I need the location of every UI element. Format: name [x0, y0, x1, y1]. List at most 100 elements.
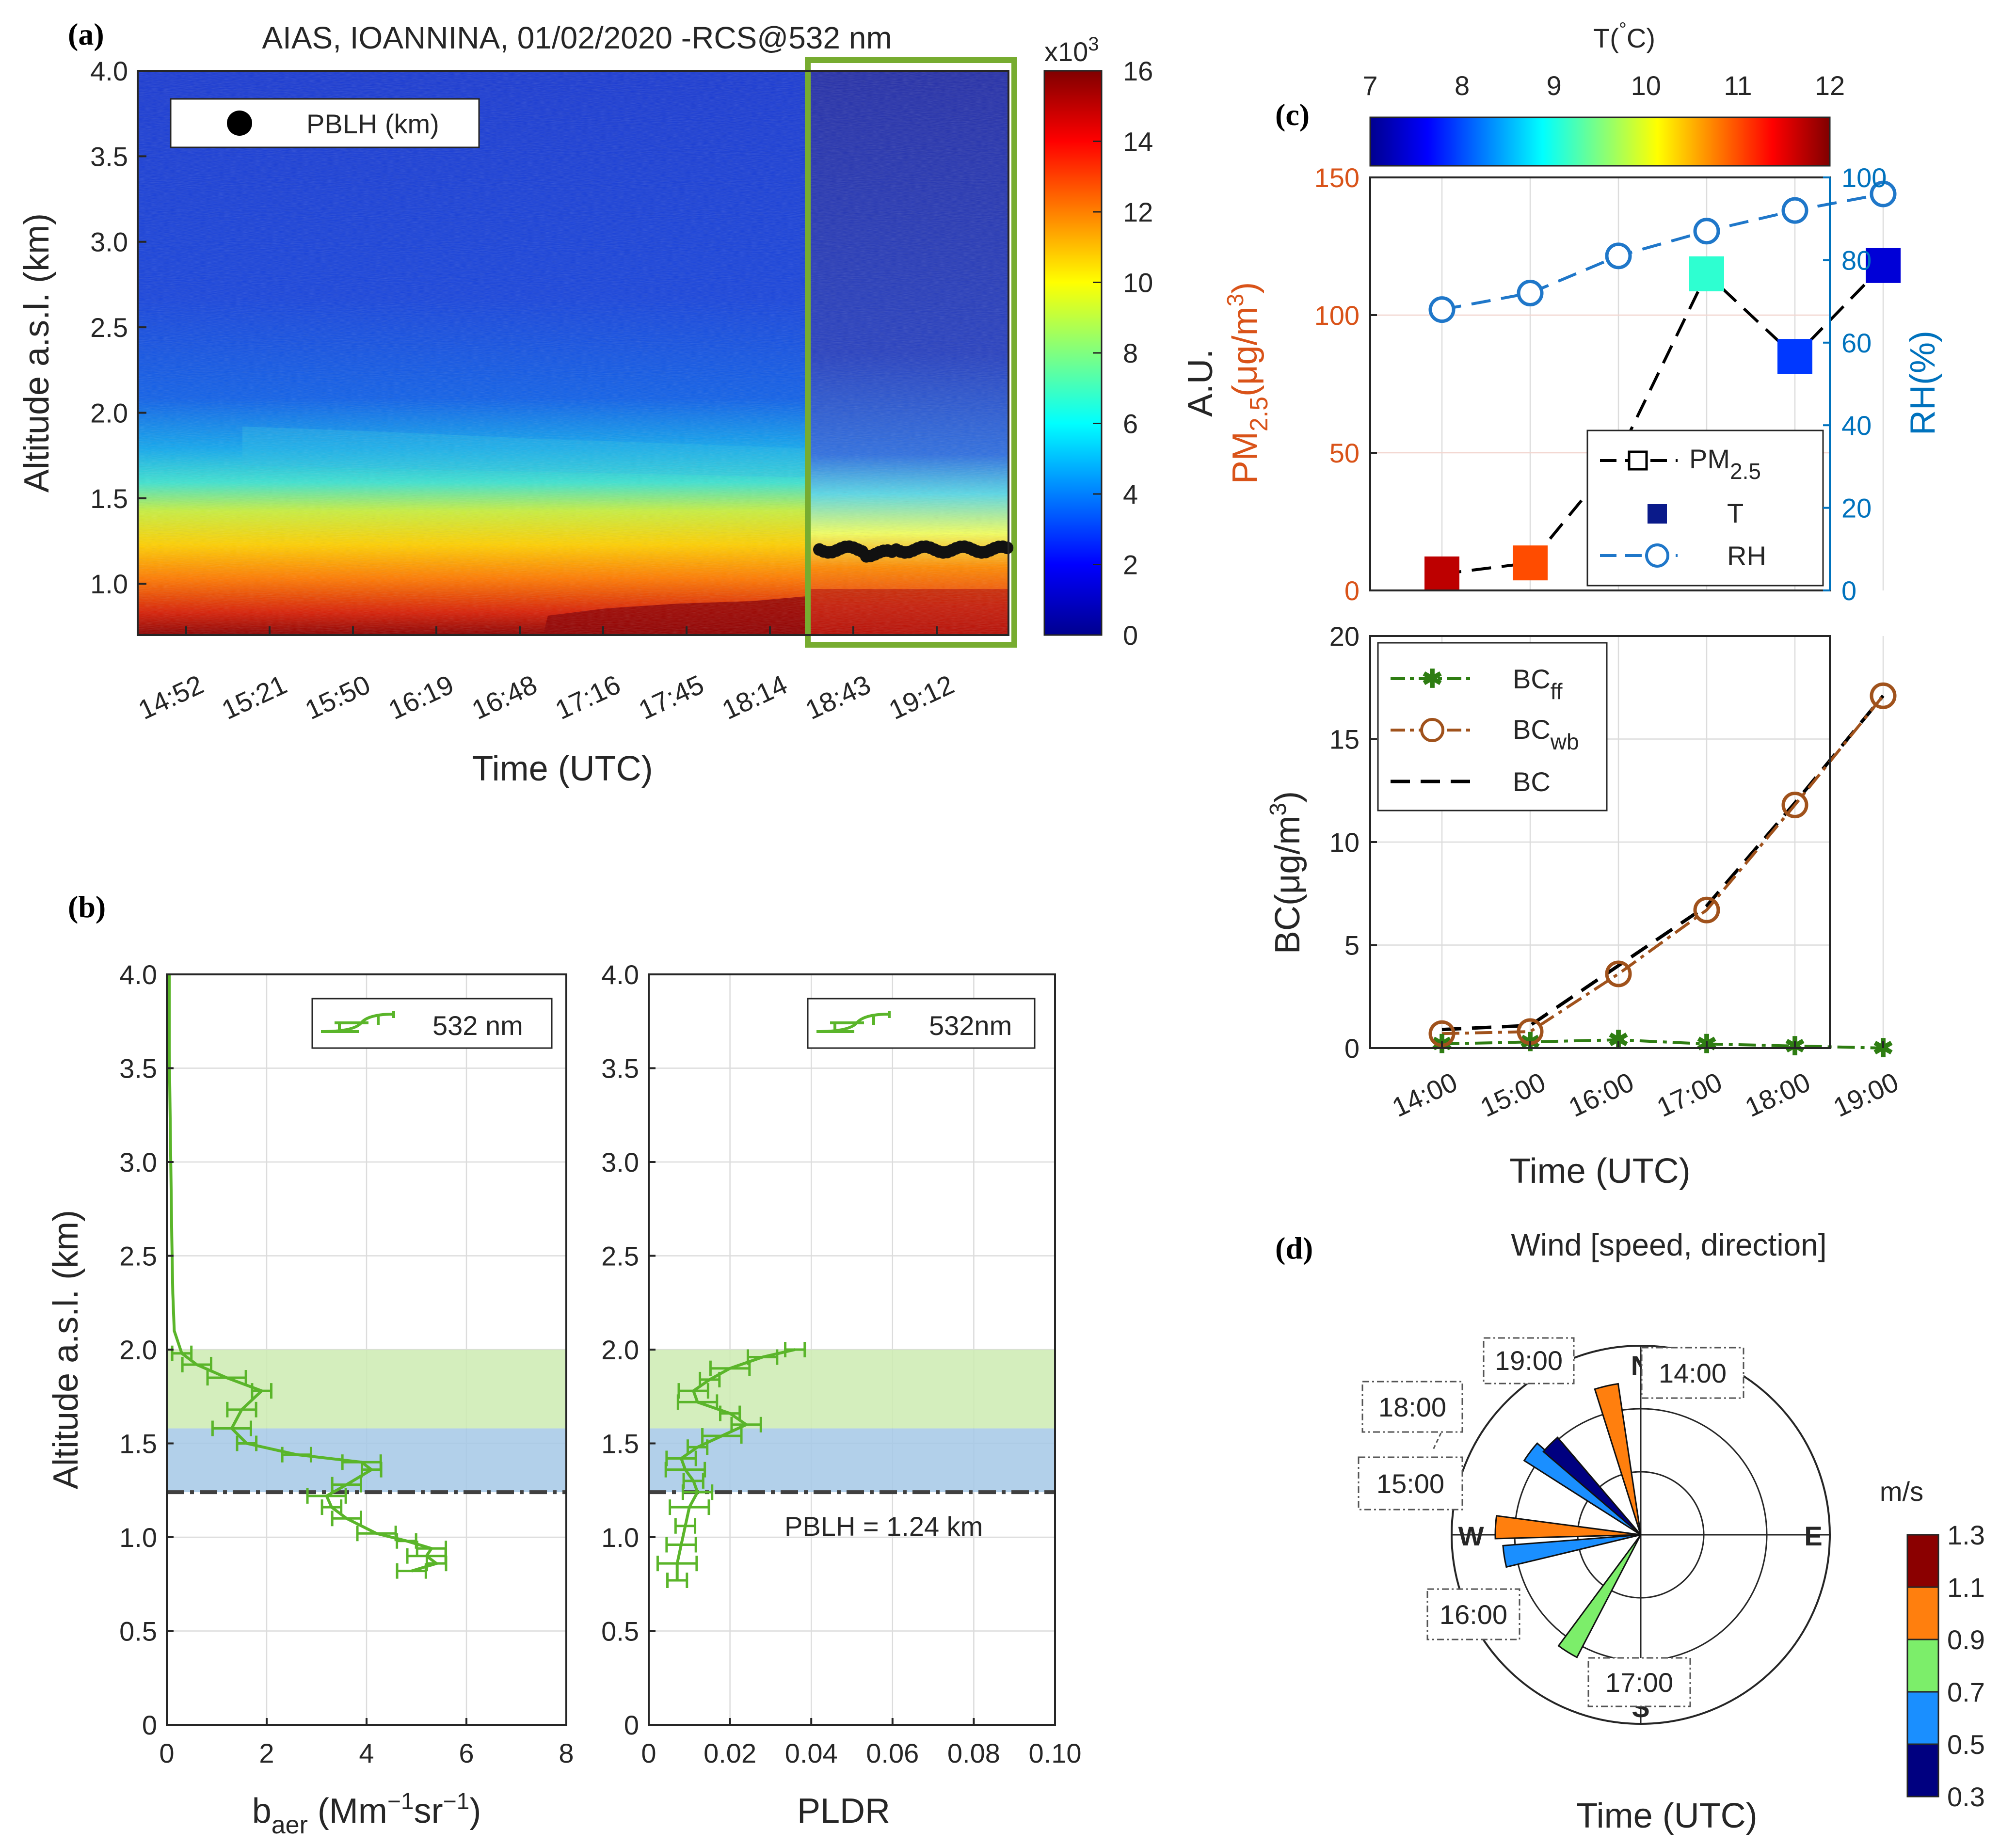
- bcwb-point: [1693, 896, 1720, 923]
- blue-layer-band: [649, 1428, 1055, 1493]
- y-right-tick-label: 20: [1841, 493, 1872, 524]
- wind-petal: [1502, 1534, 1641, 1568]
- y-tick-label: 3.5: [90, 141, 128, 172]
- x-tick-label: 19:12: [884, 669, 959, 725]
- y-tick-label: 1.0: [90, 569, 128, 599]
- x-tick-label: 17:45: [634, 669, 708, 725]
- temp-colorbar-tick-label: 11: [1724, 70, 1752, 101]
- y-tick-label: 10: [1329, 827, 1360, 858]
- rh-point: [1428, 296, 1456, 323]
- legend-pm25-label: PM2.5: [1689, 444, 1761, 484]
- y-left-tick-label: 0: [1344, 575, 1360, 606]
- x-tick-label: 0.06: [866, 1738, 919, 1768]
- x-tick-label: 15:50: [300, 669, 375, 725]
- temp-colorbar-tick-label: 7: [1362, 70, 1377, 101]
- y-tick-label: 4.0: [119, 959, 157, 990]
- colorbar-tick-label: 4: [1123, 479, 1138, 509]
- panel-d: (d) Wind [speed, direction] N E S W 19:0…: [1275, 1227, 1985, 1835]
- time-label-box: 17:00: [1587, 1657, 1691, 1707]
- svg-text:18:00: 18:00: [1378, 1392, 1446, 1422]
- bcwb-point: [1781, 792, 1808, 818]
- y-tick-label: 3.0: [90, 227, 128, 257]
- x-tick-label: 4: [359, 1738, 374, 1768]
- colorbar-tick-label: 6: [1123, 409, 1138, 439]
- y-tick-label: 3.5: [601, 1053, 639, 1084]
- c-top-legend: PM2.5 T RH: [1586, 430, 1824, 587]
- speed-colorbar-tick-label: 1.1: [1947, 1572, 1985, 1603]
- bcff-line: [1441, 1038, 1884, 1050]
- baer-error-bars: [171, 1345, 448, 1579]
- b-right-xlabel: PLDR: [797, 1792, 890, 1830]
- temp-colorbar-tick-label: 10: [1631, 70, 1661, 101]
- legend-asterisk-icon: ✱: [1422, 665, 1443, 693]
- panel-d-letter: (d): [1275, 1231, 1313, 1265]
- c-top-plot: PM2.5 T RH 0 50 100 150 0 20 40 60 80 100 A.U. P…: [1181, 162, 1942, 606]
- legend-temp-square-icon: [1648, 504, 1667, 524]
- y-tick-label: 3.0: [601, 1147, 639, 1178]
- y-tick-label: 2.0: [90, 398, 128, 428]
- rh-point: [1781, 197, 1808, 224]
- x-tick-label: 18:43: [800, 669, 875, 725]
- b-left-plot: 532 nm 0 0.5 1.0 1.5 2.0 2.5 3.0 3.5 4.0 0 2 4 6 8 A…: [47, 959, 574, 1839]
- y-tick-label: 2.5: [601, 1241, 639, 1272]
- pblh-point: [1001, 541, 1014, 555]
- y-tick-label: 0: [142, 1710, 157, 1740]
- y-left-tick-label: 100: [1314, 300, 1360, 331]
- panel-c: (c) T(°C) 7 8 9 10 11 12 PM2.5 T R: [1181, 19, 1942, 1191]
- x-tick-label: 16:00: [1564, 1066, 1638, 1123]
- legend-square-icon: [1628, 450, 1648, 471]
- x-tick-label: 0.02: [704, 1738, 756, 1768]
- legend-bcwb-label: BCwb: [1513, 714, 1579, 754]
- x-tick-label: 17:00: [1652, 1066, 1727, 1123]
- panel-a-title: AIAS, IOANNINA, 01/02/2020 -RCS@532 nm: [262, 20, 892, 55]
- colorbar-tick-label: 10: [1123, 268, 1153, 298]
- y-tick-label: 0: [624, 1710, 639, 1740]
- temp-colorbar: [1369, 116, 1831, 167]
- y-tick-label: 5: [1344, 930, 1360, 961]
- time-label-box: 19:00: [1483, 1337, 1575, 1384]
- bcwb-point: [1605, 960, 1632, 987]
- x-tick-label: 16:48: [467, 669, 542, 725]
- x-tick-label: 8: [559, 1738, 574, 1768]
- panel-b-letter: (b): [68, 890, 106, 924]
- speed-colorbar-title: m/s: [1880, 1476, 1923, 1507]
- blue-layer-band: [167, 1428, 566, 1493]
- svg-text:15:00: 15:00: [1376, 1468, 1444, 1499]
- y-tick-label: 1.5: [601, 1429, 639, 1459]
- panel-a-legend: PBLH (km): [170, 98, 480, 148]
- y-tick-label: 20: [1329, 621, 1360, 652]
- panel-d-xlabel: Time (UTC): [1576, 1797, 1757, 1835]
- legend-temp-label: T: [1727, 498, 1744, 528]
- y-right-tick-label: 0: [1841, 575, 1856, 606]
- panel-a-axes: [137, 70, 1009, 636]
- svg-text:19:00: 19:00: [1495, 1345, 1563, 1376]
- rose-petals: [1494, 1383, 1642, 1658]
- panel-a-letter: (a): [68, 17, 104, 51]
- legend-circle-marker: [227, 111, 252, 136]
- y-tick-label: 4.0: [90, 56, 128, 86]
- highlight-box: [805, 57, 1017, 648]
- wind-petal: [1557, 1534, 1642, 1658]
- speed-colorbar-tick-label: 1.3: [1947, 1520, 1985, 1550]
- pblh-annotation: PBLH = 1.24 km: [784, 1511, 983, 1542]
- legend-bc-label: BC: [1513, 766, 1551, 797]
- svg-text:16:00: 16:00: [1440, 1599, 1507, 1630]
- x-tick-label: 0: [159, 1738, 174, 1768]
- x-tick-label: 0.10: [1029, 1738, 1082, 1768]
- y-tick-label: 1.0: [601, 1522, 639, 1553]
- c-top-label-au: A.U.: [1181, 349, 1220, 417]
- legend-circle-icon: [1645, 543, 1669, 568]
- b-right-legend: 532nm: [807, 998, 1036, 1049]
- speed-colorbar-ticks: 1.3 1.1 0.9 0.7 0.5 0.3: [1947, 1520, 1985, 1812]
- colorbar-tick-label: 12: [1123, 197, 1153, 227]
- pm25-temperature-square: [1513, 545, 1548, 581]
- panel-b: (b) 532 nm 0 0.5 1.0 1.5 2.0 2.5 3.0 3.5 4.0 0 2 4…: [47, 890, 1082, 1839]
- baer-profile-line: [168, 974, 440, 1573]
- lidar-heatmap: [138, 71, 1008, 635]
- y-right-tick-label: 80: [1841, 245, 1872, 275]
- panel-a-xlabel: Time (UTC): [472, 749, 653, 788]
- x-tick-label: 14:00: [1387, 1066, 1462, 1123]
- y-tick-label: 3.0: [119, 1147, 157, 1178]
- panel-a-x-ticks: 14:52 15:21 15:50 16:19 16:48 17:16 17:45 18:14…: [133, 626, 959, 725]
